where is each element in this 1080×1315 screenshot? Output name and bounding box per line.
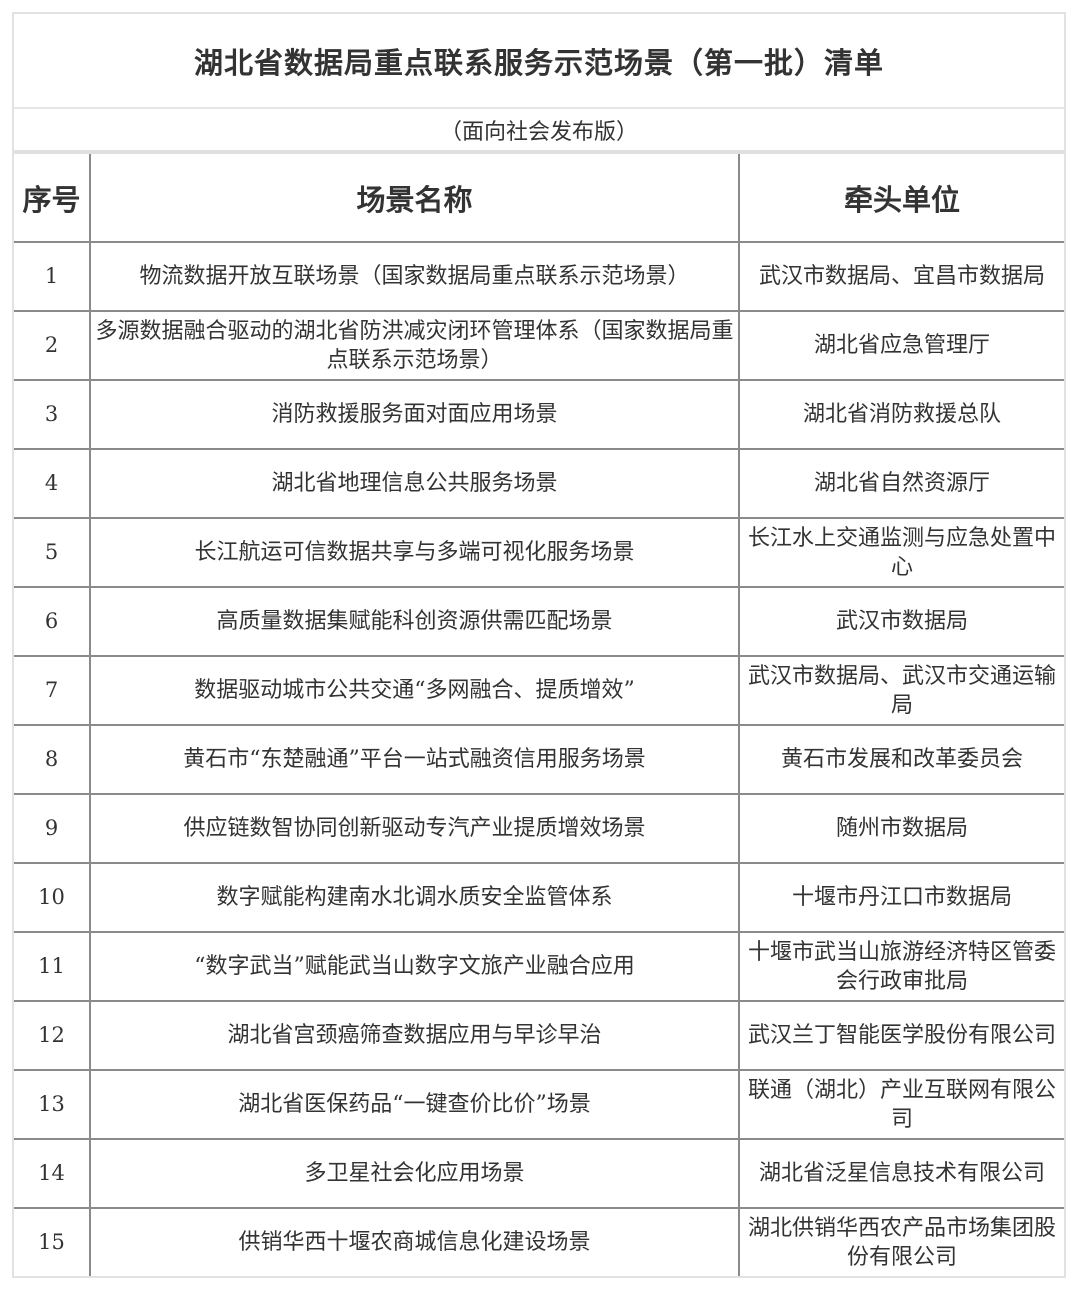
table-row: 2 多源数据融合驱动的湖北省防洪减灾闭环管理体系（国家数据局重点联系示范场景） 湖北…	[14, 310, 1064, 381]
scenario-name: 长江航运可信数据共享与多端可视化服务场景	[89, 517, 740, 588]
table-row: 1 物流数据开放互联场景（国家数据局重点联系示范场景） 武汉市数据局、宜昌市数据局	[14, 241, 1064, 312]
scenario-name: 数字赋能构建南水北调水质安全监管体系	[89, 862, 740, 933]
lead-unit: 十堰市丹江口市数据局	[738, 862, 1064, 933]
lead-unit: 随州市数据局	[738, 793, 1064, 864]
table-row: 9 供应链数智协同创新驱动专汽产业提质增效场景 随州市数据局	[14, 793, 1064, 864]
lead-unit: 联通（湖北）产业互联网有限公司	[738, 1069, 1064, 1140]
row-number: 12	[14, 1000, 91, 1071]
table-row: 13 湖北省医保药品“一键查价比价”场景 联通（湖北）产业互联网有限公司	[14, 1069, 1064, 1140]
lead-unit: 黄石市发展和改革委员会	[738, 724, 1064, 795]
table-row: 12 湖北省宫颈癌筛查数据应用与早诊早治 武汉兰丁智能医学股份有限公司	[14, 1000, 1064, 1071]
lead-unit: 十堰市武当山旅游经济特区管委会行政审批局	[738, 931, 1064, 1002]
row-number: 3	[14, 379, 91, 450]
lead-unit: 湖北省泛星信息技术有限公司	[738, 1138, 1064, 1209]
row-number: 7	[14, 655, 91, 726]
row-number: 14	[14, 1138, 91, 1209]
lead-unit: 武汉市数据局	[738, 586, 1064, 657]
row-number: 15	[14, 1207, 91, 1276]
scenario-name: “数字武当”赋能武当山数字文旅产业融合应用	[89, 931, 740, 1002]
scenario-name: 湖北省医保药品“一键查价比价”场景	[89, 1069, 740, 1140]
header-lead-unit: 牵头单位	[738, 154, 1064, 243]
row-number: 10	[14, 862, 91, 933]
lead-unit: 武汉兰丁智能医学股份有限公司	[738, 1000, 1064, 1071]
scenario-name: 物流数据开放互联场景（国家数据局重点联系示范场景）	[89, 241, 740, 312]
table-row: 8 黄石市“东楚融通”平台一站式融资信用服务场景 黄石市发展和改革委员会	[14, 724, 1064, 795]
table-row: 5 长江航运可信数据共享与多端可视化服务场景 长江水上交通监测与应急处置中心	[14, 517, 1064, 588]
header-number: 序号	[14, 154, 91, 243]
row-number: 11	[14, 931, 91, 1002]
scenario-name: 黄石市“东楚融通”平台一站式融资信用服务场景	[89, 724, 740, 795]
page-subtitle: （面向社会发布版）	[14, 109, 1064, 154]
scenario-name: 湖北省地理信息公共服务场景	[89, 448, 740, 519]
header-scenario-name: 场景名称	[89, 154, 740, 243]
lead-unit: 武汉市数据局、武汉市交通运输局	[738, 655, 1064, 726]
table-row: 4 湖北省地理信息公共服务场景 湖北省自然资源厅	[14, 448, 1064, 519]
scenario-name: 湖北省宫颈癌筛查数据应用与早诊早治	[89, 1000, 740, 1071]
table-row: 14 多卫星社会化应用场景 湖北省泛星信息技术有限公司	[14, 1138, 1064, 1209]
table-row: 11 “数字武当”赋能武当山数字文旅产业融合应用 十堰市武当山旅游经济特区管委会行政…	[14, 931, 1064, 1002]
scenario-name: 供应链数智协同创新驱动专汽产业提质增效场景	[89, 793, 740, 864]
row-number: 13	[14, 1069, 91, 1140]
document-table: 湖北省数据局重点联系服务示范场景（第一批）清单 （面向社会发布版） 序号 场景名…	[12, 12, 1066, 1278]
table-row: 10 数字赋能构建南水北调水质安全监管体系 十堰市丹江口市数据局	[14, 862, 1064, 933]
lead-unit: 长江水上交通监测与应急处置中心	[738, 517, 1064, 588]
scenario-name: 供销华西十堰农商城信息化建设场景	[89, 1207, 740, 1276]
row-number: 1	[14, 241, 91, 312]
table-row: 6 高质量数据集赋能科创资源供需匹配场景 武汉市数据局	[14, 586, 1064, 657]
scenario-table: 序号 场景名称 牵头单位 1 物流数据开放互联场景（国家数据局重点联系示范场景）武…	[14, 154, 1064, 1276]
lead-unit: 湖北省自然资源厅	[738, 448, 1064, 519]
lead-unit: 湖北供销华西农产品市场集团股份有限公司	[738, 1207, 1064, 1276]
row-number: 8	[14, 724, 91, 795]
lead-unit: 湖北省消防救援总队	[738, 379, 1064, 450]
scenario-name: 高质量数据集赋能科创资源供需匹配场景	[89, 586, 740, 657]
table-header-row: 序号 场景名称 牵头单位	[14, 154, 1064, 243]
lead-unit: 武汉市数据局、宜昌市数据局	[738, 241, 1064, 312]
scenario-name: 多卫星社会化应用场景	[89, 1138, 740, 1209]
row-number: 5	[14, 517, 91, 588]
row-number: 2	[14, 310, 91, 381]
scenario-name: 消防救援服务面对面应用场景	[89, 379, 740, 450]
page-title: 湖北省数据局重点联系服务示范场景（第一批）清单	[14, 14, 1064, 109]
row-number: 9	[14, 793, 91, 864]
row-number: 6	[14, 586, 91, 657]
table-row: 3 消防救援服务面对面应用场景 湖北省消防救援总队	[14, 379, 1064, 450]
lead-unit: 湖北省应急管理厅	[738, 310, 1064, 381]
scenario-name: 数据驱动城市公共交通“多网融合、提质增效”	[89, 655, 740, 726]
row-number: 4	[14, 448, 91, 519]
table-row: 15 供销华西十堰农商城信息化建设场景 湖北供销华西农产品市场集团股份有限公司	[14, 1207, 1064, 1276]
table-row: 7 数据驱动城市公共交通“多网融合、提质增效” 武汉市数据局、武汉市交通运输局	[14, 655, 1064, 726]
scenario-name: 多源数据融合驱动的湖北省防洪减灾闭环管理体系（国家数据局重点联系示范场景）	[89, 310, 740, 381]
